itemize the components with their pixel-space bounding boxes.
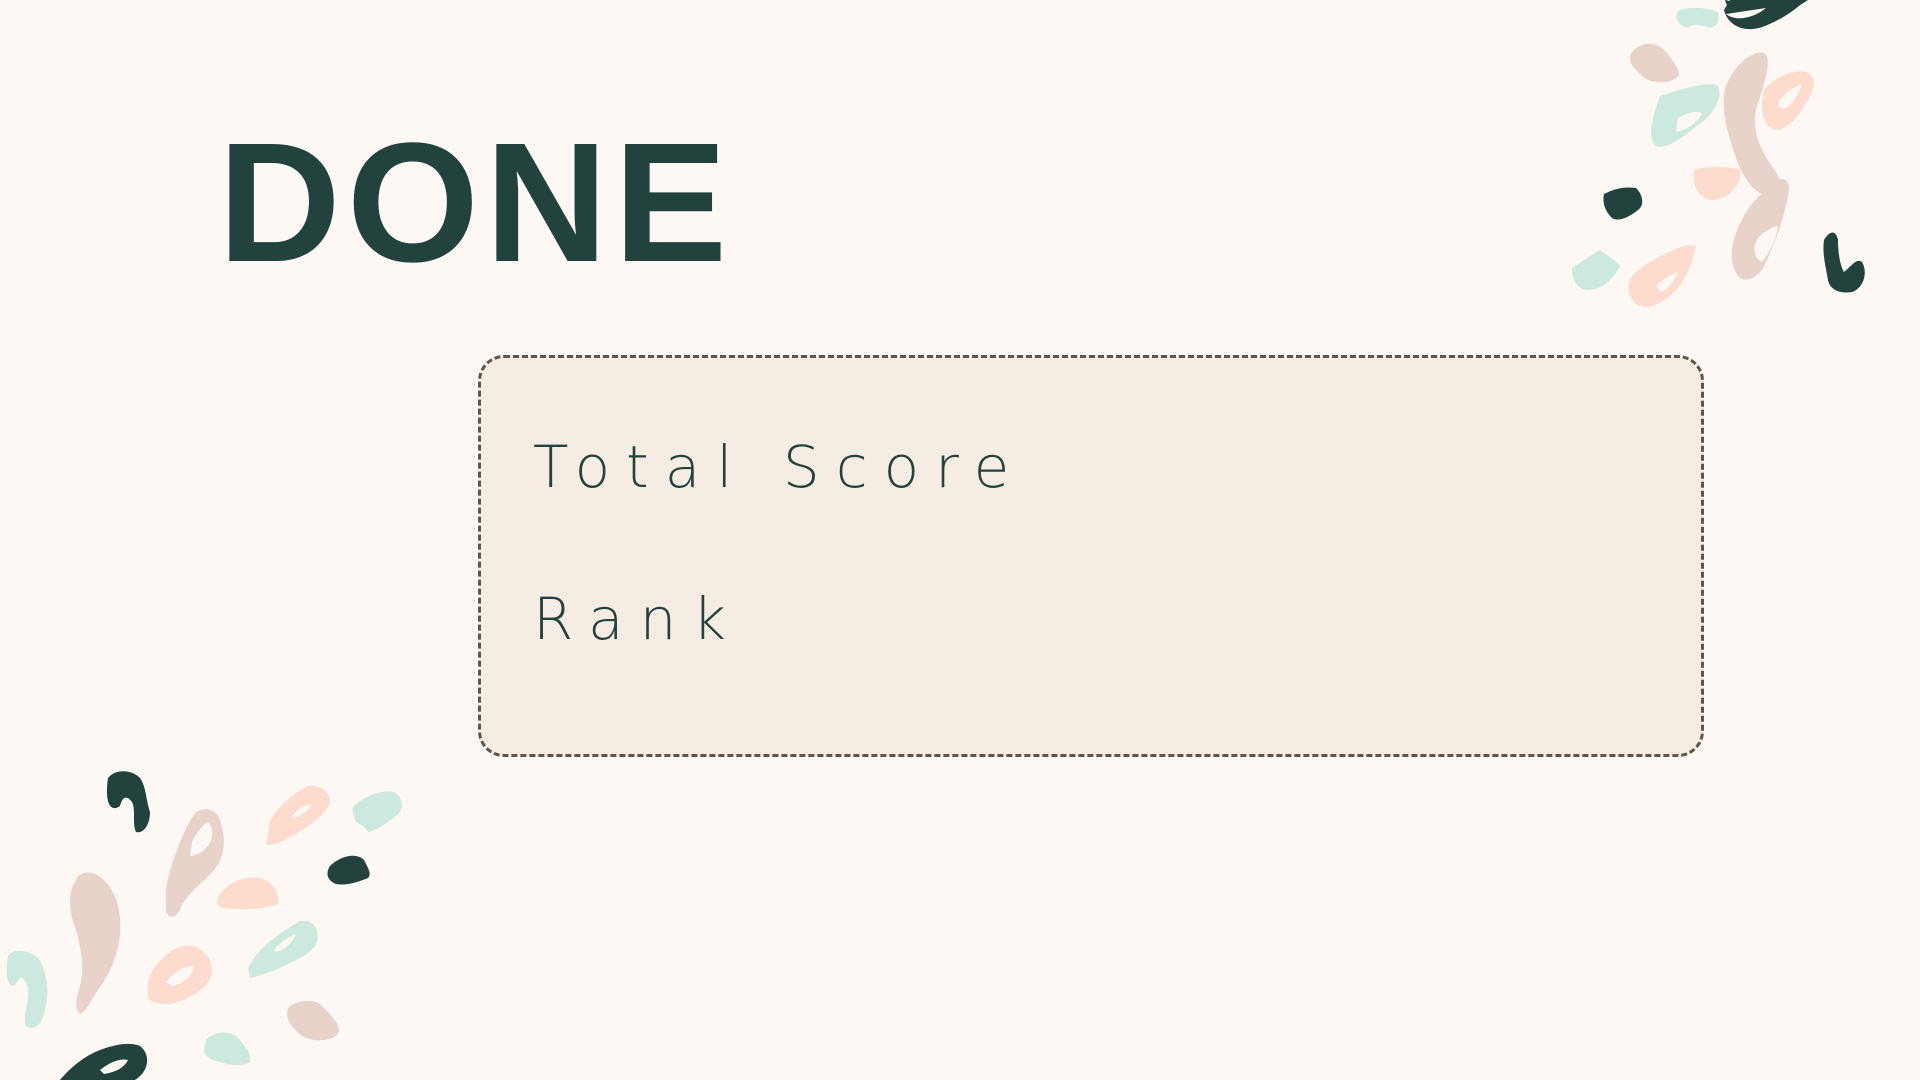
score-card: Total Score Rank [478, 355, 1704, 757]
terrazzo-confetti-icon [6, 771, 402, 1080]
terrazzo-confetti-icon [1572, 0, 1865, 307]
rank-label: Rank [533, 585, 742, 653]
page-title: DONE [218, 108, 734, 298]
confetti-decoration-bottom-left [0, 760, 420, 1080]
total-score-label: Total Score [533, 433, 1026, 501]
confetti-decoration-top-right [1540, 0, 1920, 320]
